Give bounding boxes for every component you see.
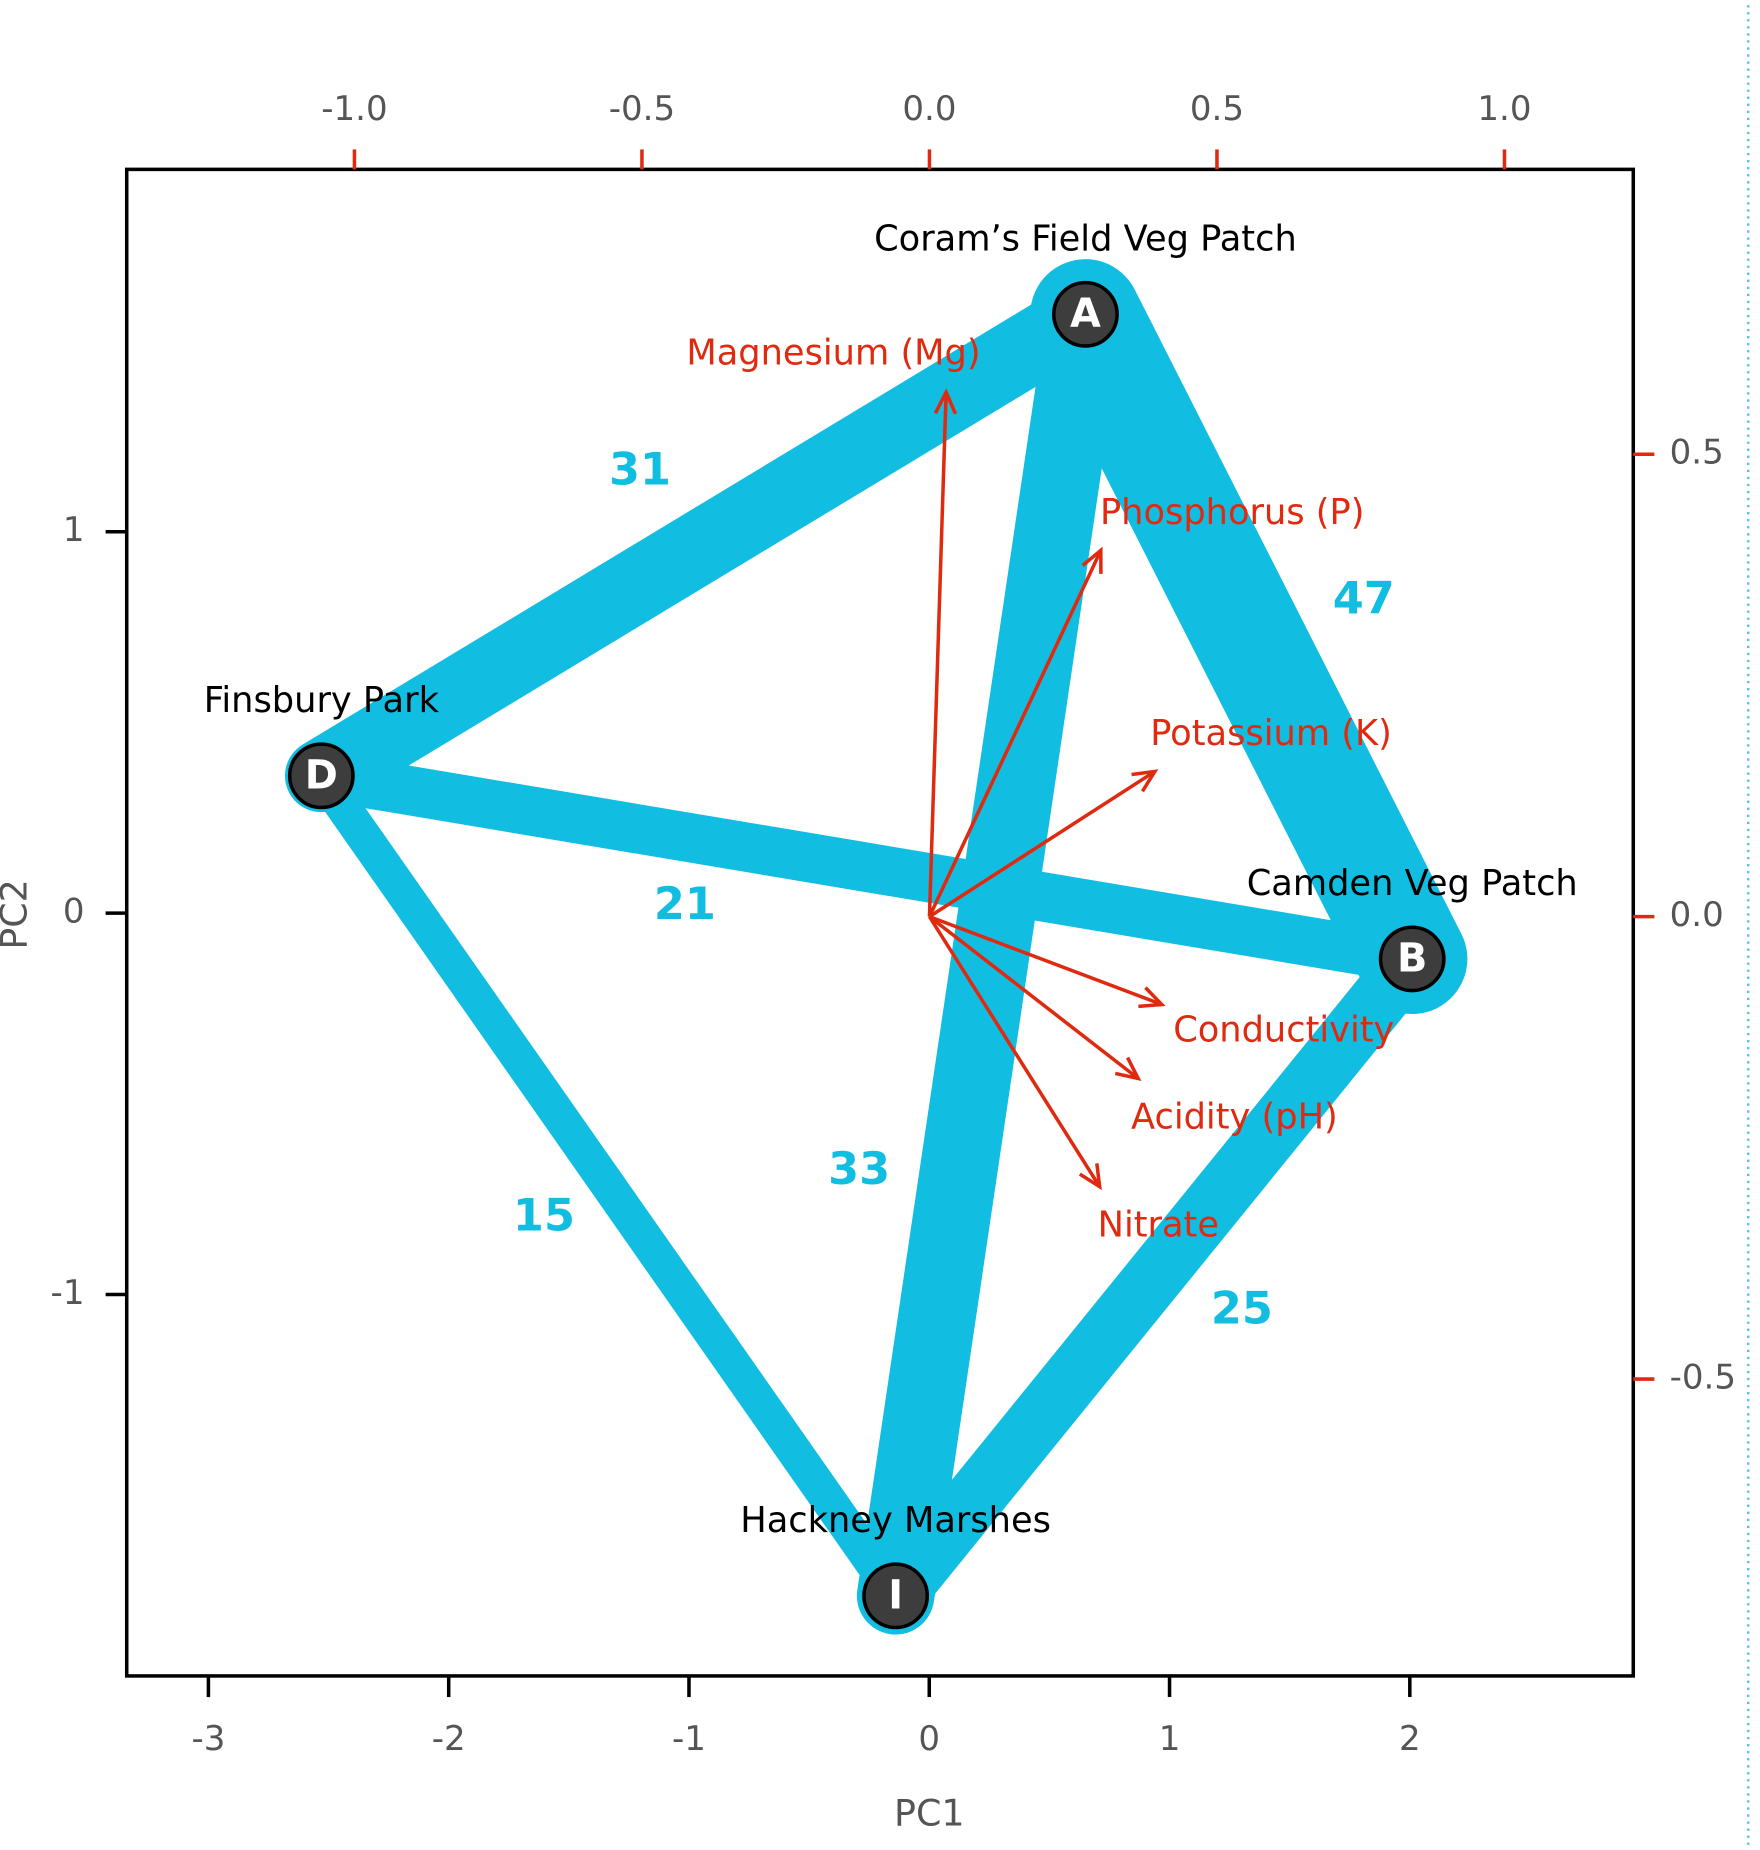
- y2-tick-label: -0.5: [1670, 1358, 1736, 1398]
- x-tick-label: -2: [432, 1719, 466, 1759]
- y-tick-label: -1: [51, 1273, 85, 1313]
- loading-label: Potassium (K): [1150, 713, 1392, 754]
- loading-arrow: [927, 392, 948, 917]
- node-id: I: [888, 1573, 903, 1619]
- edge-label: 31: [609, 443, 671, 495]
- x-tick-label: -3: [191, 1719, 225, 1759]
- edge-label: 25: [1211, 1282, 1273, 1334]
- loading-arrow: [927, 915, 1102, 1188]
- edge-label: 15: [513, 1190, 575, 1242]
- y-tick-label: 0: [63, 892, 85, 932]
- node-name: Finsbury Park: [204, 680, 440, 721]
- arrow-head: [1081, 546, 1103, 574]
- node: [287, 742, 355, 810]
- loading-label: Conductivity: [1173, 1009, 1394, 1050]
- y-tick-label: 1: [63, 510, 85, 550]
- y-axis-title: PC2: [0, 879, 35, 949]
- x-tick-label: 0: [918, 1719, 940, 1759]
- edge-label: 21: [654, 878, 716, 930]
- y2-tick-label: 0.0: [1670, 895, 1724, 935]
- plot-frame: [124, 167, 1636, 1678]
- edge: [284, 277, 1122, 813]
- node-name: Coram’s Field Veg Patch: [874, 218, 1297, 259]
- loading-arrow: [928, 914, 1163, 1007]
- edge-label: 47: [1333, 572, 1395, 624]
- edge: [866, 929, 1442, 1626]
- edge: [1030, 259, 1468, 1015]
- loading-label: Magnesium (Mg): [686, 333, 980, 374]
- x2-tick-label: 1.0: [1477, 89, 1531, 129]
- edge: [856, 275, 1125, 1635]
- x-tick-label: 1: [1159, 1719, 1181, 1759]
- arrow-head: [1138, 986, 1166, 1009]
- x-tick-label: -1: [672, 1719, 706, 1759]
- arrow-head: [933, 388, 958, 415]
- arrow-head: [1078, 1163, 1102, 1191]
- x2-tick-label: -0.5: [609, 89, 675, 129]
- node-id: A: [1070, 291, 1101, 337]
- edge: [296, 751, 1437, 984]
- edge: [303, 758, 914, 1614]
- node-id: B: [1397, 936, 1427, 982]
- node: [1051, 280, 1119, 348]
- loading-label: Acidity (pH): [1131, 1096, 1338, 1137]
- x2-tick-label: 0.0: [902, 89, 956, 129]
- y2-tick-label: 0.5: [1670, 433, 1724, 473]
- loading-arrow: [928, 915, 1140, 1080]
- loading-arrow: [927, 549, 1103, 918]
- node-name: Hackney Marshes: [740, 1500, 1051, 1541]
- node: [862, 1562, 930, 1630]
- x2-tick-label: -1.0: [321, 89, 387, 129]
- loading-label: Nitrate: [1098, 1205, 1219, 1246]
- x2-tick-label: 0.5: [1190, 89, 1244, 129]
- x-axis-title: PC1: [894, 1792, 964, 1835]
- node-id: D: [305, 753, 338, 799]
- node-name: Camden Veg Patch: [1247, 863, 1578, 904]
- node: [1378, 925, 1446, 993]
- edge-label: 33: [828, 1143, 890, 1195]
- x-tick-label: 2: [1399, 1719, 1421, 1759]
- loading-label: Phosphorus (P): [1100, 492, 1365, 533]
- arrow-head: [1131, 769, 1159, 793]
- arrow-head: [1114, 1056, 1142, 1082]
- loading-arrow: [928, 769, 1156, 919]
